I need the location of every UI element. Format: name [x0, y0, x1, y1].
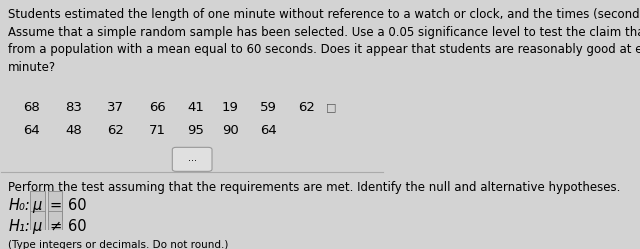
Text: =: = — [49, 198, 61, 213]
Text: Students estimated the length of one minute without reference to a watch or cloc: Students estimated the length of one min… — [8, 8, 640, 74]
Text: 83: 83 — [65, 101, 83, 114]
Text: 41: 41 — [188, 101, 204, 114]
Text: 60: 60 — [68, 219, 87, 234]
Text: ≠: ≠ — [49, 219, 61, 234]
Text: H₁:: H₁: — [8, 219, 30, 234]
Text: μ: μ — [33, 219, 42, 234]
FancyBboxPatch shape — [30, 190, 45, 220]
FancyBboxPatch shape — [30, 211, 45, 241]
Text: □: □ — [326, 103, 337, 113]
Text: 48: 48 — [65, 124, 83, 137]
Text: 64: 64 — [24, 124, 40, 137]
FancyBboxPatch shape — [172, 147, 212, 171]
Text: 59: 59 — [260, 101, 277, 114]
Text: 62: 62 — [298, 101, 315, 114]
Text: 19: 19 — [222, 101, 239, 114]
Text: (Type integers or decimals. Do not round.): (Type integers or decimals. Do not round… — [8, 240, 228, 249]
Text: 60: 60 — [68, 198, 87, 213]
Text: 62: 62 — [108, 124, 124, 137]
FancyBboxPatch shape — [48, 190, 63, 220]
Text: ...: ... — [188, 153, 196, 163]
Text: 71: 71 — [149, 124, 166, 137]
FancyBboxPatch shape — [48, 211, 63, 241]
Text: 68: 68 — [24, 101, 40, 114]
Text: μ: μ — [33, 198, 42, 213]
Text: 90: 90 — [222, 124, 239, 137]
Text: H₀:: H₀: — [8, 198, 30, 213]
Text: 95: 95 — [188, 124, 204, 137]
Text: Perform the test assuming that the requirements are met. Identify the null and a: Perform the test assuming that the requi… — [8, 181, 621, 194]
Text: 66: 66 — [150, 101, 166, 114]
Text: 37: 37 — [108, 101, 124, 114]
Text: 64: 64 — [260, 124, 277, 137]
